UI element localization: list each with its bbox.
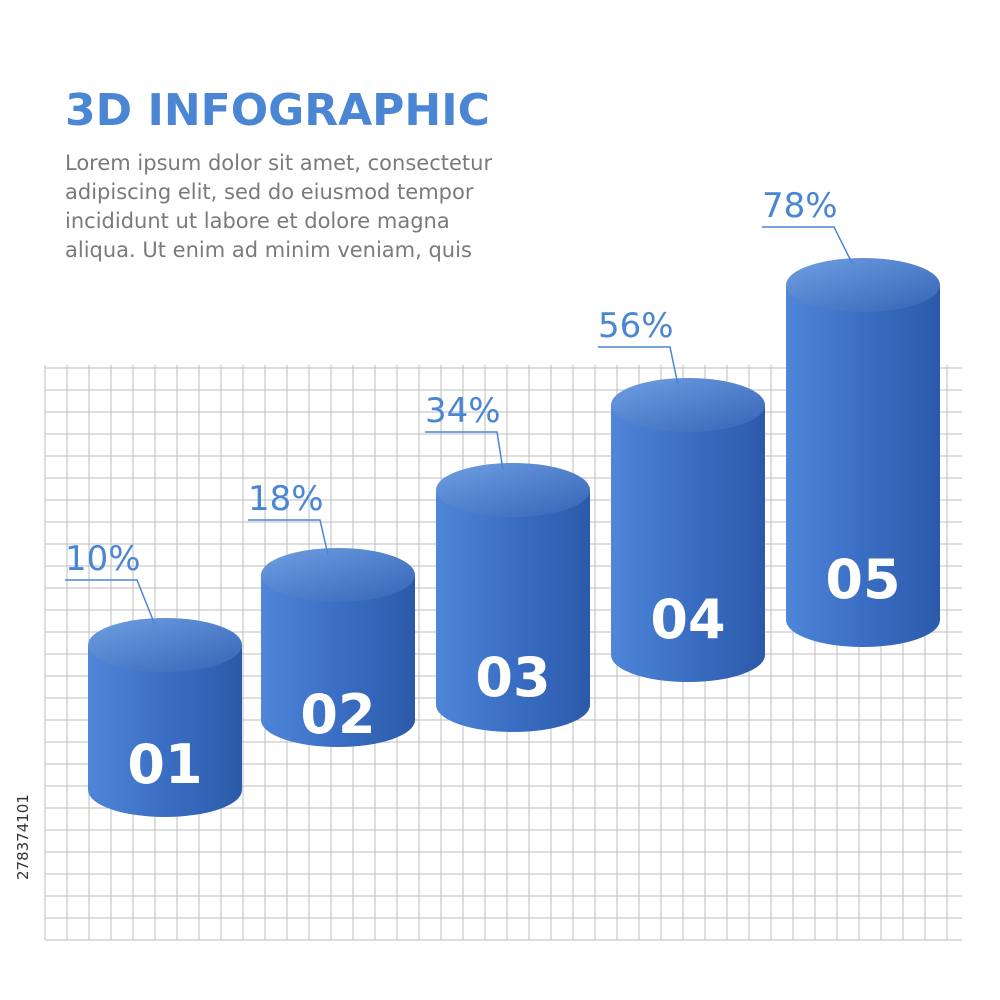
cylinder-top bbox=[786, 258, 940, 312]
cylinder-top bbox=[88, 618, 242, 672]
cylinder-top bbox=[611, 378, 765, 432]
item-number: 03 bbox=[475, 646, 550, 709]
cylinder-body bbox=[261, 575, 415, 747]
leader-line bbox=[598, 346, 679, 386]
body-line: aliqua. Ut enim ad minim veniam, quis bbox=[65, 238, 472, 262]
body-line: adipiscing elit, sed do eiusmod tempor bbox=[65, 180, 474, 204]
cylinder-item: 02 18% bbox=[248, 479, 415, 747]
item-number: 04 bbox=[650, 588, 725, 651]
cylinders: 01 10% 02 18% 03 34% 04 56% 05 78% bbox=[65, 186, 940, 817]
cylinder-top bbox=[261, 548, 415, 602]
cylinder-body bbox=[88, 645, 242, 817]
stock-id: 278374101 bbox=[14, 794, 32, 880]
cylinder-top bbox=[436, 463, 590, 517]
cylinder-item: 04 56% bbox=[598, 306, 765, 682]
percent-label: 10% bbox=[65, 539, 141, 579]
percent-label: 78% bbox=[762, 186, 838, 226]
percent-label: 56% bbox=[598, 306, 674, 346]
cylinder-body bbox=[611, 405, 765, 682]
item-number: 05 bbox=[825, 548, 900, 611]
leader-line bbox=[248, 519, 329, 556]
body-line: Lorem ipsum dolor sit amet, consectetur bbox=[65, 151, 492, 175]
item-number: 02 bbox=[300, 683, 375, 746]
percent-label: 34% bbox=[425, 391, 501, 431]
title: 3D INFOGRAPHIC bbox=[65, 85, 490, 136]
cylinder-body bbox=[786, 285, 940, 647]
body-text: Lorem ipsum dolor sit amet, consectetur … bbox=[65, 151, 492, 262]
percent-label: 18% bbox=[248, 479, 324, 519]
cylinder-item: 05 78% bbox=[762, 186, 940, 647]
leader-line bbox=[762, 226, 854, 266]
leader-line bbox=[425, 431, 504, 471]
body-line: incididunt ut labore et dolore magna bbox=[65, 209, 450, 233]
cylinder-item: 03 34% bbox=[425, 391, 590, 732]
leader-line bbox=[65, 579, 156, 626]
cylinder-item: 01 10% bbox=[65, 539, 242, 817]
item-number: 01 bbox=[127, 733, 202, 796]
cylinder-body bbox=[436, 490, 590, 732]
